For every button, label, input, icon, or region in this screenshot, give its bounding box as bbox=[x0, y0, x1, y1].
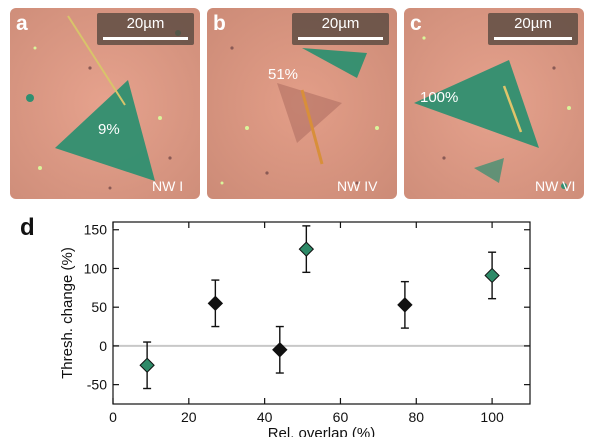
scale-bar-b: 20µm bbox=[292, 13, 389, 45]
overlap-label-a: 9% bbox=[98, 121, 120, 138]
data-point bbox=[139, 357, 155, 373]
x-tick-label: 100 bbox=[480, 409, 504, 425]
x-tick-label: 60 bbox=[333, 409, 349, 425]
panel-letter-c: c bbox=[410, 12, 422, 35]
data-point bbox=[298, 241, 315, 257]
micrograph-panel-c: c 20µm 100% NW VI bbox=[404, 8, 584, 199]
micrograph-panel-a: a 20µm 9% NW I bbox=[10, 8, 200, 199]
nanowire-label-a: NW I bbox=[152, 178, 184, 194]
x-tick-label: 40 bbox=[257, 409, 273, 425]
scale-line-a bbox=[103, 37, 188, 40]
y-tick-label: -50 bbox=[87, 377, 107, 393]
data-point bbox=[397, 297, 413, 313]
y-tick-label: 0 bbox=[99, 338, 107, 354]
scale-bar-c: 20µm bbox=[488, 13, 578, 45]
scale-label-c: 20µm bbox=[514, 15, 552, 32]
data-point bbox=[484, 267, 500, 284]
y-tick-label: 100 bbox=[84, 260, 108, 276]
panel-letter-a: a bbox=[16, 12, 28, 35]
overlap-label-c: 100% bbox=[420, 89, 459, 106]
x-tick-label: 0 bbox=[109, 409, 117, 425]
overlap-label-b: 51% bbox=[268, 66, 299, 83]
scale-label-b: 20µm bbox=[321, 15, 360, 32]
data-point bbox=[207, 295, 224, 312]
scale-line-b bbox=[298, 37, 383, 40]
x-tick-label: 20 bbox=[181, 409, 197, 425]
nanowire-label-b: NW IV bbox=[337, 178, 378, 194]
micrograph-panel-b: b 20µm 51% NW IV bbox=[207, 8, 397, 199]
y-axis-label: Thresh. change (%) bbox=[59, 247, 76, 379]
y-tick-label: 50 bbox=[91, 299, 107, 315]
x-axis-label: Rel. overlap (%) bbox=[268, 425, 376, 437]
plot-frame bbox=[112, 221, 531, 405]
scale-label-a: 20µm bbox=[126, 15, 165, 32]
nanowire-label-c: NW VI bbox=[535, 178, 576, 194]
y-tick-label: 150 bbox=[84, 222, 108, 238]
scale-line-c bbox=[494, 37, 572, 40]
data-point bbox=[272, 342, 288, 358]
panel-letter-d: d bbox=[20, 214, 35, 241]
x-tick-label: 80 bbox=[408, 409, 424, 425]
panel-letter-b: b bbox=[213, 12, 226, 35]
scale-bar-a: 20µm bbox=[97, 13, 194, 45]
